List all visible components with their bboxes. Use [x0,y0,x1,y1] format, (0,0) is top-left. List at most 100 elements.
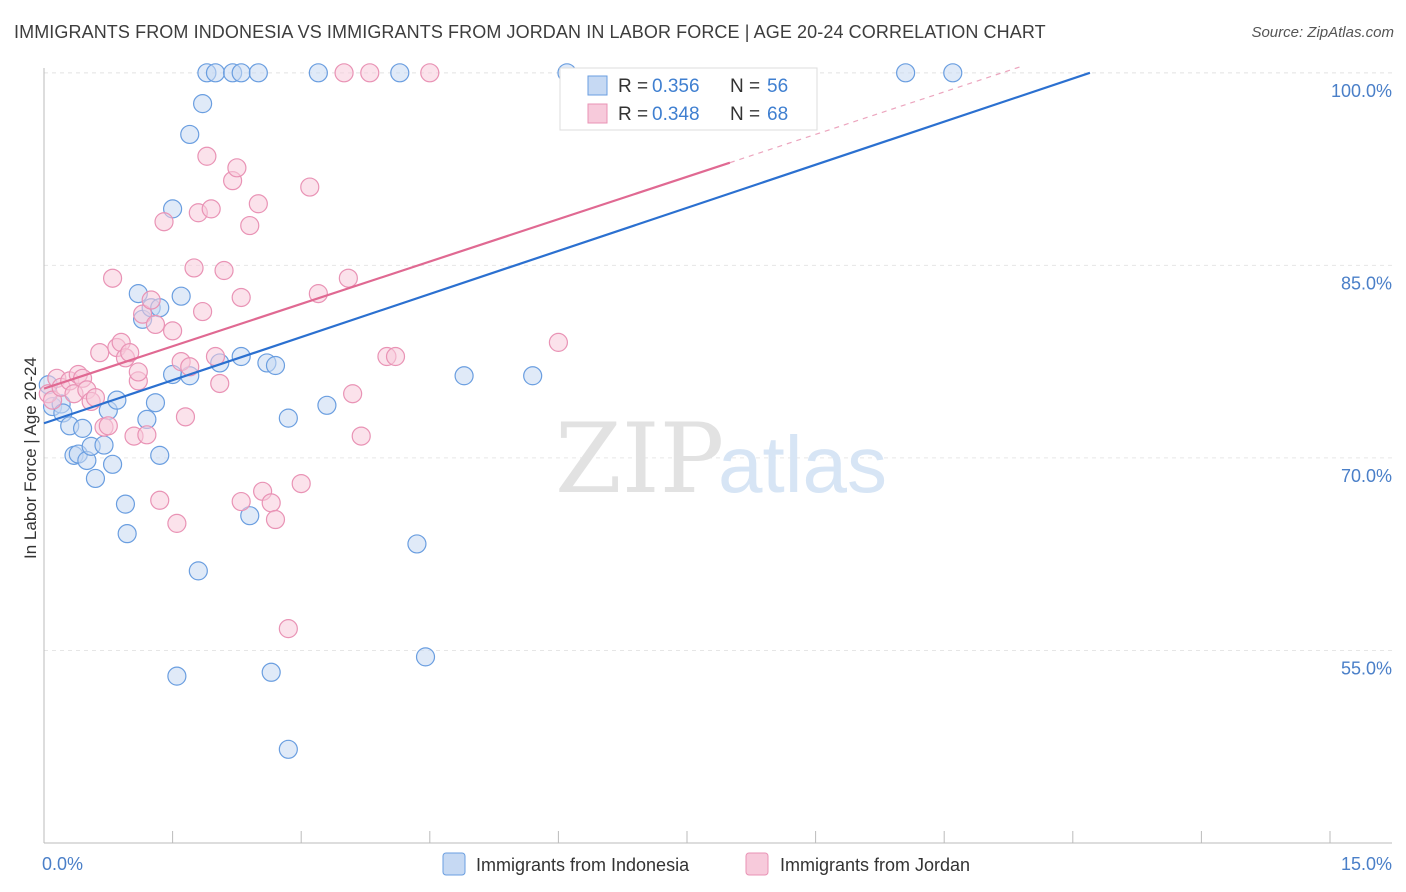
y-tick-label-2: 70.0% [1341,466,1392,486]
point-1-52 [300,177,320,197]
point-1-61 [420,63,440,83]
point-0-15 [115,494,136,514]
point-1-48 [261,493,281,513]
point-0-45 [308,63,328,83]
point-0-38 [240,506,260,526]
point-0-30 [188,561,208,581]
point-0-42 [265,355,286,376]
point-0-10 [85,468,106,489]
point-1-14 [102,268,123,288]
point-1-11 [90,343,110,363]
point-0-44 [278,739,298,759]
point-0-51 [523,366,543,386]
point-0-43 [278,408,298,428]
point-1-39 [210,373,230,394]
legend-swatch-jordan [587,103,608,124]
point-1-50 [278,619,298,639]
point-0-13 [102,454,123,474]
bottom-legend-label-indonesia: Immigrants from Indonesia [476,855,690,875]
trend-line-0 [43,71,1091,425]
bottom-legend-label-jordan: Immigrants from Jordan [780,855,970,875]
y-tick-label-3: 55.0% [1341,658,1392,678]
legend-r-value-jordan: 0.348 [652,104,700,125]
point-0-41 [261,662,281,682]
legend: R = 0.356 N = 56 R = 0.348 N = 68 [559,67,818,131]
bottom-legend-swatch-jordan [745,852,769,876]
legend-n-label-jordan: N = [730,104,760,125]
point-1-53 [308,284,328,304]
point-0-53 [896,63,916,83]
point-1-43 [231,287,251,308]
point-1-36 [197,146,217,166]
point-1-18 [120,343,140,363]
trend-lines [43,65,1091,425]
point-1-44 [231,491,251,512]
point-0-49 [415,647,436,667]
point-0-14 [107,390,127,410]
point-1-29 [167,513,187,533]
point-1-28 [163,321,183,341]
point-0-54 [943,63,963,83]
point-1-22 [132,304,153,324]
point-0-11 [94,435,114,455]
point-1-35 [193,301,213,322]
y-axis-label: In Labor Force | Age 20-24 [21,357,40,559]
point-0-50 [454,366,474,386]
y-tick-label-0: 100.0% [1331,81,1392,101]
axes [43,68,1392,844]
point-1-58 [360,63,380,83]
point-1-60 [385,346,406,367]
trend-line-dashed-1 [729,65,1022,164]
point-1-31 [175,407,196,427]
point-1-42 [227,158,247,178]
chart-title: IMMIGRANTS FROM INDONESIA VS IMMIGRANTS … [14,22,1046,42]
point-1-56 [343,384,363,404]
point-0-29 [180,124,200,145]
point-0-33 [205,63,226,83]
x-tick-label-min: 0.0% [42,854,83,874]
points [38,63,963,759]
point-1-27 [154,212,174,232]
point-0-21 [145,393,166,413]
point-1-57 [351,426,371,446]
point-1-33 [184,258,204,278]
legend-swatch-indonesia [587,75,608,96]
legend-r-label-jordan: R = [618,104,648,125]
point-1-49 [265,509,286,530]
point-1-23 [137,425,157,445]
legend-n-value-jordan: 68 [767,104,788,125]
point-1-51 [291,473,311,494]
point-1-54 [334,63,354,83]
bottom-legend-swatch-indonesia [442,852,466,876]
bottom-legend: Immigrants from Indonesia Immigrants fro… [442,852,970,876]
point-0-27 [171,286,191,306]
point-1-46 [248,194,268,214]
point-0-7 [72,418,93,438]
point-1-13 [98,416,118,436]
point-0-37 [231,63,251,83]
point-1-40 [214,260,234,281]
watermark-atlas: atlas [718,420,887,509]
chart-source: Source: ZipAtlas.com [1251,24,1394,41]
point-1-37 [201,199,221,219]
point-0-23 [150,445,170,465]
point-0-31 [193,94,213,114]
y-tick-label-1: 85.0% [1341,273,1392,293]
point-1-26 [150,490,170,510]
point-0-48 [407,534,427,554]
point-0-46 [317,395,337,415]
watermark-zip: ZIP [555,403,724,515]
legend-n-label-indonesia: N = [730,76,760,97]
point-0-16 [117,524,137,544]
point-0-47 [390,63,410,83]
point-1-21 [128,362,148,382]
point-1-25 [145,314,166,335]
point-0-39 [248,63,268,83]
x-tick-label-max: 15.0% [1341,854,1392,874]
legend-r-value-indonesia: 0.356 [652,76,700,97]
trend-line-1 [43,161,731,390]
watermark: ZIP atlas [555,403,887,515]
point-1-62 [548,332,569,352]
point-1-32 [180,357,200,377]
